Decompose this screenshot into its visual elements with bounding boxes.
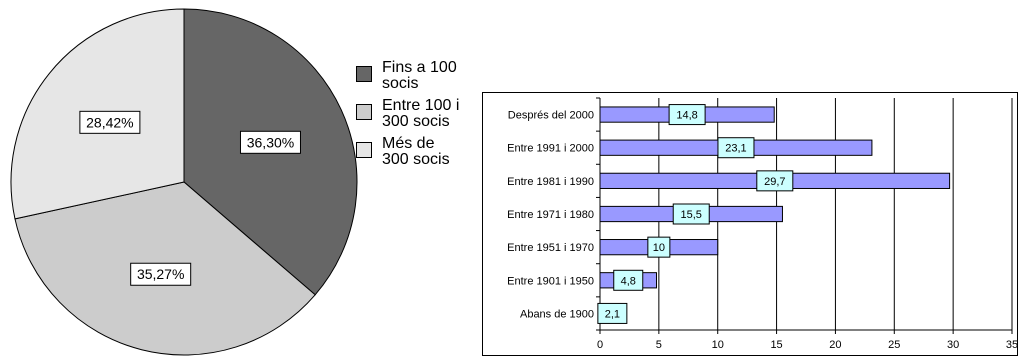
- x-tick-label: 5: [656, 339, 662, 351]
- bar-data-label-text: 14,8: [676, 110, 697, 122]
- bar-data-label-text: 2,1: [605, 308, 620, 320]
- legend-label: Fins a 100 socis: [382, 59, 457, 92]
- x-tick-label: 35: [1006, 339, 1018, 351]
- bar-data-label-text: 4,8: [621, 275, 636, 287]
- legend-label: Més de 300 socis: [382, 135, 450, 168]
- bar-data-label-box: [597, 302, 628, 324]
- bar-data-label-box: [613, 269, 644, 291]
- legend-swatch: [356, 142, 372, 158]
- pie-data-label-text: 35,27%: [137, 266, 184, 282]
- x-tick-label: 10: [712, 339, 724, 351]
- bar-data-label: 29,7: [756, 170, 794, 192]
- bar-data-label-box: [647, 236, 671, 258]
- bar-data-label: 2,1: [597, 302, 628, 324]
- bar-data-label-text: 23,1: [725, 143, 746, 155]
- legend-label: Entre 100 i 300 socis: [382, 97, 460, 130]
- bar-data-label: 14,8: [668, 104, 706, 126]
- legend-swatch: [356, 66, 372, 82]
- bar-data-label-box: [668, 104, 706, 126]
- bar-chart: 0 5 10 15 20 25 30 35 Després del 2000 14,8 Entre …: [482, 92, 1018, 356]
- bar-data-label-box: [717, 137, 755, 159]
- legend-swatch: [356, 104, 372, 120]
- pie-data-label: 35,27%: [130, 262, 192, 286]
- pie-data-label-box: [79, 110, 141, 134]
- y-tick-label: Entre 1901 i 1950: [507, 275, 594, 287]
- bar-data-label: 10: [647, 236, 671, 258]
- bar-data-label-text: 29,7: [764, 176, 785, 188]
- pie-data-label-text: 36,30%: [247, 134, 294, 150]
- pie-data-label: 28,42%: [79, 110, 141, 134]
- x-tick-label: 15: [770, 339, 782, 351]
- chart-frame: [482, 92, 1018, 356]
- y-tick-label: Entre 1951 i 1970: [507, 242, 594, 254]
- bar-data-label: 23,1: [717, 137, 755, 159]
- y-tick-label: Entre 1971 i 1980: [507, 209, 594, 221]
- x-tick-label: 20: [829, 339, 841, 351]
- x-tick-label: 30: [947, 339, 959, 351]
- bar-data-label: 4,8: [613, 269, 644, 291]
- legend-item: Entre 100 i 300 socis: [356, 98, 466, 130]
- bar-data-label-text: 15,5: [681, 209, 702, 221]
- y-tick-label: Entre 1981 i 1990: [507, 176, 594, 188]
- pie-chart: 36,30% 35,27% 28,42%: [10, 8, 358, 356]
- x-tick-label: 0: [597, 339, 603, 351]
- legend-item: Fins a 100 socis: [356, 60, 466, 92]
- y-tick-label: Abans de 1900: [520, 308, 594, 320]
- pie-data-label-box: [239, 130, 301, 154]
- y-tick-label: Després del 2000: [508, 110, 594, 122]
- pie-data-label: 36,30%: [239, 130, 301, 154]
- pie-data-label-box: [130, 262, 192, 286]
- y-tick-label: Entre 1991 i 2000: [507, 143, 594, 155]
- bar-data-label-box: [672, 203, 710, 225]
- legend-item: Més de 300 socis: [356, 136, 466, 168]
- x-tick-label: 25: [888, 339, 900, 351]
- bar-data-label-box: [756, 170, 794, 192]
- pie-data-label-text: 28,42%: [86, 114, 133, 130]
- pie-legend: Fins a 100 socis Entre 100 i 300 socis M…: [356, 60, 466, 174]
- bar-data-label: 15,5: [672, 203, 710, 225]
- bar-data-label-text: 10: [653, 242, 665, 254]
